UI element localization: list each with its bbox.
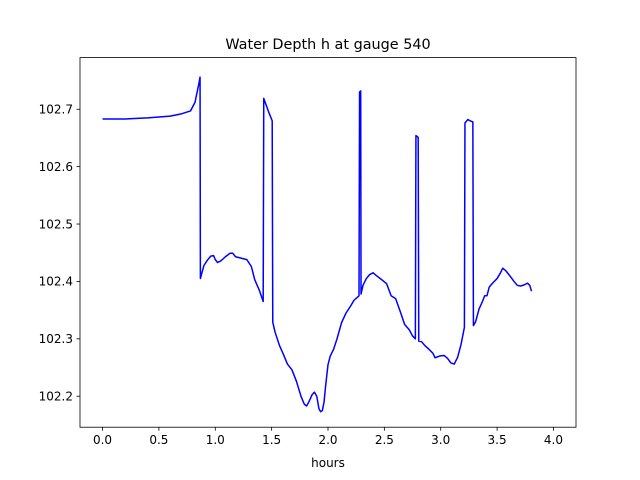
x-tick-label: 1.0 [206, 433, 225, 447]
y-tick-label: 102.6 [39, 160, 73, 174]
y-tick-label: 102.5 [39, 217, 73, 231]
y-tick-label: 102.4 [39, 275, 73, 289]
x-axis-ticks: 0.0 0.5 1.0 1.5 2.0 2.5 3.0 3.5 4.0 [93, 427, 563, 447]
plot-frame [79, 57, 577, 428]
x-tick-label: 2.5 [375, 433, 394, 447]
y-tick-label: 102.7 [39, 103, 73, 117]
x-tick-label: 1.5 [262, 433, 281, 447]
chart-title: Water Depth h at gauge 540 [225, 37, 430, 53]
y-tick-label: 102.3 [39, 332, 73, 346]
x-tick-label: 4.0 [544, 433, 563, 447]
x-tick-label: 2.0 [318, 433, 337, 447]
x-tick-label: 0.0 [93, 433, 112, 447]
x-tick-label: 3.0 [431, 433, 450, 447]
series-line [102, 76, 533, 413]
y-axis-ticks: 102.2 102.3 102.4 102.5 102.6 102.7 [39, 103, 80, 404]
x-tick-label: 3.5 [488, 433, 507, 447]
x-axis-label: hours [311, 456, 345, 470]
x-tick-label: 0.5 [149, 433, 168, 447]
y-tick-label: 102.2 [39, 390, 73, 404]
plot-area [80, 57, 576, 428]
